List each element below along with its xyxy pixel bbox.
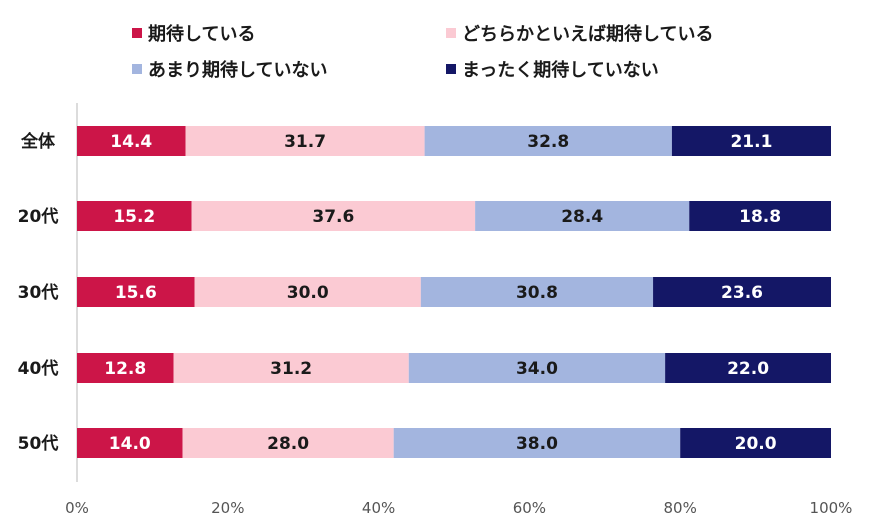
data-label-1-2: 28.4 (561, 207, 603, 227)
chart-legend: 期待している どちらかといえば期待している あまり期待していない まったく期待し… (0, 0, 879, 90)
legend-swatch-not-at-all-expect (446, 64, 456, 74)
x-tick-label-5: 100% (810, 499, 853, 517)
bar-segment-4-3 (680, 428, 831, 458)
data-label-4-3: 20.0 (735, 434, 777, 454)
bar-segment-1-0 (77, 201, 192, 231)
bar-segment-1-3 (689, 201, 831, 231)
legend-item-not-at-all-expect: まったく期待していない (446, 56, 659, 82)
legend-swatch-not-much-expect (132, 64, 142, 74)
legend-label-expect: 期待している (148, 24, 256, 45)
legend-label-somewhat-expect: どちらかといえば期待している (462, 24, 714, 45)
legend-label-not-much-expect: あまり期待していない (148, 60, 328, 81)
legend-item-not-much-expect: あまり期待していない (132, 56, 327, 82)
bar-segment-0-1 (185, 126, 425, 156)
legend-label-not-at-all-expect: まったく期待していない (462, 60, 659, 81)
bar-segment-4-2 (393, 428, 681, 458)
bar-segment-0-3 (671, 126, 831, 156)
bar-segment-0-2 (424, 126, 672, 156)
data-label-2-0: 15.6 (115, 283, 157, 303)
data-label-0-0: 14.4 (110, 132, 152, 152)
legend-item-somewhat-expect: どちらかといえば期待している (446, 20, 713, 46)
category-label-1: 20代 (18, 206, 59, 227)
x-tick-label-0: 0% (65, 499, 89, 517)
x-tick-label-4: 80% (664, 499, 697, 517)
category-label-0: 全体 (20, 131, 56, 152)
x-tick-label-3: 60% (513, 499, 546, 517)
category-label-2: 30代 (18, 282, 59, 303)
bar-segment-2-0 (77, 277, 195, 307)
data-label-2-3: 23.6 (721, 283, 763, 303)
data-label-0-1: 31.7 (284, 132, 326, 152)
legend-item-expect: 期待している (132, 20, 255, 46)
data-label-1-1: 37.6 (312, 207, 354, 227)
data-label-3-2: 34.0 (516, 359, 558, 379)
bar-segment-3-3 (665, 353, 831, 383)
data-label-2-2: 30.8 (516, 283, 558, 303)
legend-swatch-expect (132, 28, 142, 38)
data-label-3-3: 22.0 (727, 359, 769, 379)
data-label-4-2: 38.0 (516, 434, 558, 454)
category-label-3: 40代 (18, 358, 59, 379)
bar-segment-1-2 (475, 201, 690, 231)
legend-swatch-somewhat-expect (446, 28, 456, 38)
data-label-2-1: 30.0 (287, 283, 329, 303)
data-label-0-3: 21.1 (730, 132, 772, 152)
x-tick-label-1: 20% (211, 499, 244, 517)
category-label-4: 50代 (18, 433, 59, 454)
data-label-4-0: 14.0 (109, 434, 151, 454)
x-tick-label-2: 40% (362, 499, 395, 517)
bar-segment-2-2 (420, 277, 654, 307)
bar-segment-0-0 (77, 126, 186, 156)
bar-segment-3-1 (173, 353, 409, 383)
bar-segment-1-1 (191, 201, 476, 231)
bar-segment-4-1 (182, 428, 394, 458)
data-label-3-0: 12.8 (104, 359, 146, 379)
bar-segment-2-3 (653, 277, 831, 307)
data-label-1-3: 18.8 (739, 207, 781, 227)
data-label-1-0: 15.2 (113, 207, 155, 227)
bar-segment-3-0 (77, 353, 174, 383)
data-label-3-1: 31.2 (270, 359, 312, 379)
bar-segment-3-2 (408, 353, 666, 383)
data-label-4-1: 28.0 (267, 434, 309, 454)
bar-segment-4-0 (77, 428, 183, 458)
bar-segment-2-1 (194, 277, 421, 307)
data-label-0-2: 32.8 (527, 132, 569, 152)
